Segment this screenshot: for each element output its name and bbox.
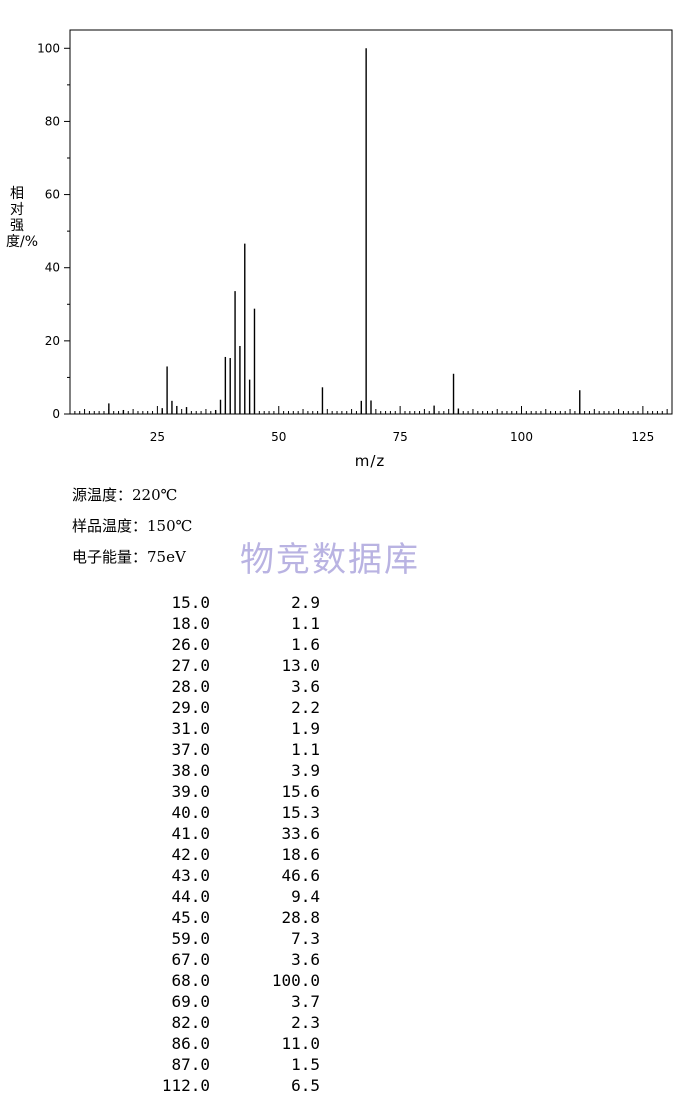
source-temperature: 源温度：220℃ (72, 486, 178, 504)
y-tick-label: 0 (52, 407, 60, 421)
peak-mz: 31.0 (171, 719, 210, 738)
peak-intensity: 15.6 (281, 782, 320, 801)
x-tick-label: 25 (150, 430, 165, 444)
peak-mz: 86.0 (171, 1034, 210, 1053)
y-tick-label: 60 (45, 188, 60, 202)
table-row: 45.0 28.8 (140, 907, 320, 928)
peak-intensity: 33.6 (281, 824, 320, 843)
peak-intensity: 2.2 (291, 698, 320, 717)
peak-intensity: 1.1 (291, 614, 320, 633)
peak-intensity: 11.0 (281, 1034, 320, 1053)
y-tick-label: 40 (45, 261, 60, 275)
table-row: 43.0 46.6 (140, 865, 320, 886)
mass-spectrum-chart: 25 50 75 100 125 0 20 40 60 80 100 (37, 29, 673, 444)
table-row: 42.0 18.6 (140, 844, 320, 865)
peak-intensity: 18.6 (281, 845, 320, 864)
sample-temperature: 样品温度：150℃ (72, 517, 193, 535)
table-row: 18.0 1.1 (140, 613, 320, 634)
peak-intensity: 1.1 (291, 740, 320, 759)
peak-intensity: 46.6 (281, 866, 320, 885)
peak-mz: 38.0 (171, 761, 210, 780)
peak-mz: 42.0 (171, 845, 210, 864)
x-tick-labels: 25 50 75 100 125 (150, 430, 655, 444)
table-row: 29.0 2.2 (140, 697, 320, 718)
peak-mz: 87.0 (171, 1055, 210, 1074)
peak-mz: 41.0 (171, 824, 210, 843)
acquisition-conditions: 源温度：220℃ 样品温度：150℃ 电子能量：75eV (72, 484, 192, 577)
table-row: 28.0 3.6 (140, 676, 320, 697)
peak-intensity: 7.3 (291, 929, 320, 948)
peak-intensity: 1.5 (291, 1055, 320, 1074)
table-row: 37.0 1.1 (140, 739, 320, 760)
peak-intensity: 1.6 (291, 635, 320, 654)
peak-mz: 45.0 (171, 908, 210, 927)
peak-intensity: 28.8 (281, 908, 320, 927)
peak-table: 15.0 2.9 18.0 1.1 26.0 1.6 27.0 13.0 28.0 3.6 29.0… (140, 592, 320, 1096)
spectrum-peaks (108, 48, 581, 414)
peak-mz: 82.0 (171, 1013, 210, 1032)
table-row: 40.0 15.3 (140, 802, 320, 823)
axis-ticks (64, 47, 673, 415)
peak-intensity: 6.5 (291, 1076, 320, 1095)
table-row: 67.0 3.6 (140, 949, 320, 970)
peak-intensity: 13.0 (281, 656, 320, 675)
table-row: 44.0 9.4 (140, 886, 320, 907)
table-row: 69.0 3.7 (140, 991, 320, 1012)
electron-energy: 电子能量：75eV (72, 548, 186, 566)
peak-mz: 43.0 (171, 866, 210, 885)
table-row: 68.0 100.0 (140, 970, 320, 991)
x-tick-label: 50 (271, 430, 286, 444)
peak-mz: 69.0 (171, 992, 210, 1011)
table-row: 26.0 1.6 (140, 634, 320, 655)
plot-frame (69, 29, 673, 415)
peak-intensity: 9.4 (291, 887, 320, 906)
peak-intensity: 100.0 (271, 971, 320, 990)
peak-mz: 28.0 (171, 677, 210, 696)
table-row: 59.0 7.3 (140, 928, 320, 949)
peak-mz: 29.0 (171, 698, 210, 717)
peak-intensity: 15.3 (281, 803, 320, 822)
peak-intensity: 2.3 (291, 1013, 320, 1032)
table-row: 39.0 15.6 (140, 781, 320, 802)
table-row: 27.0 13.0 (140, 655, 320, 676)
peak-mz: 40.0 (171, 803, 210, 822)
x-axis-label: m/z (354, 452, 386, 470)
x-tick-label: 125 (631, 430, 654, 444)
peak-intensity: 3.9 (291, 761, 320, 780)
y-tick-label: 80 (45, 114, 60, 128)
peak-mz: 112.0 (161, 1076, 210, 1095)
table-row: 112.0 6.5 (140, 1075, 320, 1096)
peak-mz: 27.0 (171, 656, 210, 675)
table-row: 38.0 3.9 (140, 760, 320, 781)
peak-mz: 39.0 (171, 782, 210, 801)
y-tick-labels: 0 20 40 60 80 100 (37, 41, 60, 421)
peak-intensity: 2.9 (291, 593, 320, 612)
peak-mz: 18.0 (171, 614, 210, 633)
table-row: 15.0 2.9 (140, 592, 320, 613)
y-tick-label: 100 (37, 41, 60, 55)
peak-mz: 44.0 (171, 887, 210, 906)
peak-mz: 15.0 (171, 593, 210, 612)
peak-intensity: 3.6 (291, 677, 320, 696)
peak-mz: 59.0 (171, 929, 210, 948)
table-row: 82.0 2.3 (140, 1012, 320, 1033)
table-row: 31.0 1.9 (140, 718, 320, 739)
y-axis-label: 相对强度/% (6, 186, 39, 250)
peak-mz: 67.0 (171, 950, 210, 969)
peak-mz: 26.0 (171, 635, 210, 654)
y-tick-label: 20 (45, 334, 60, 348)
table-row: 86.0 11.0 (140, 1033, 320, 1054)
table-row: 87.0 1.5 (140, 1054, 320, 1075)
x-tick-label: 75 (392, 430, 407, 444)
peak-intensity: 3.6 (291, 950, 320, 969)
peak-intensity: 3.7 (291, 992, 320, 1011)
peak-mz: 37.0 (171, 740, 210, 759)
table-row: 41.0 33.6 (140, 823, 320, 844)
watermark: 物竞数据库 (240, 540, 420, 580)
peak-intensity: 1.9 (291, 719, 320, 738)
peak-mz: 68.0 (171, 971, 210, 990)
x-tick-label: 100 (510, 430, 533, 444)
